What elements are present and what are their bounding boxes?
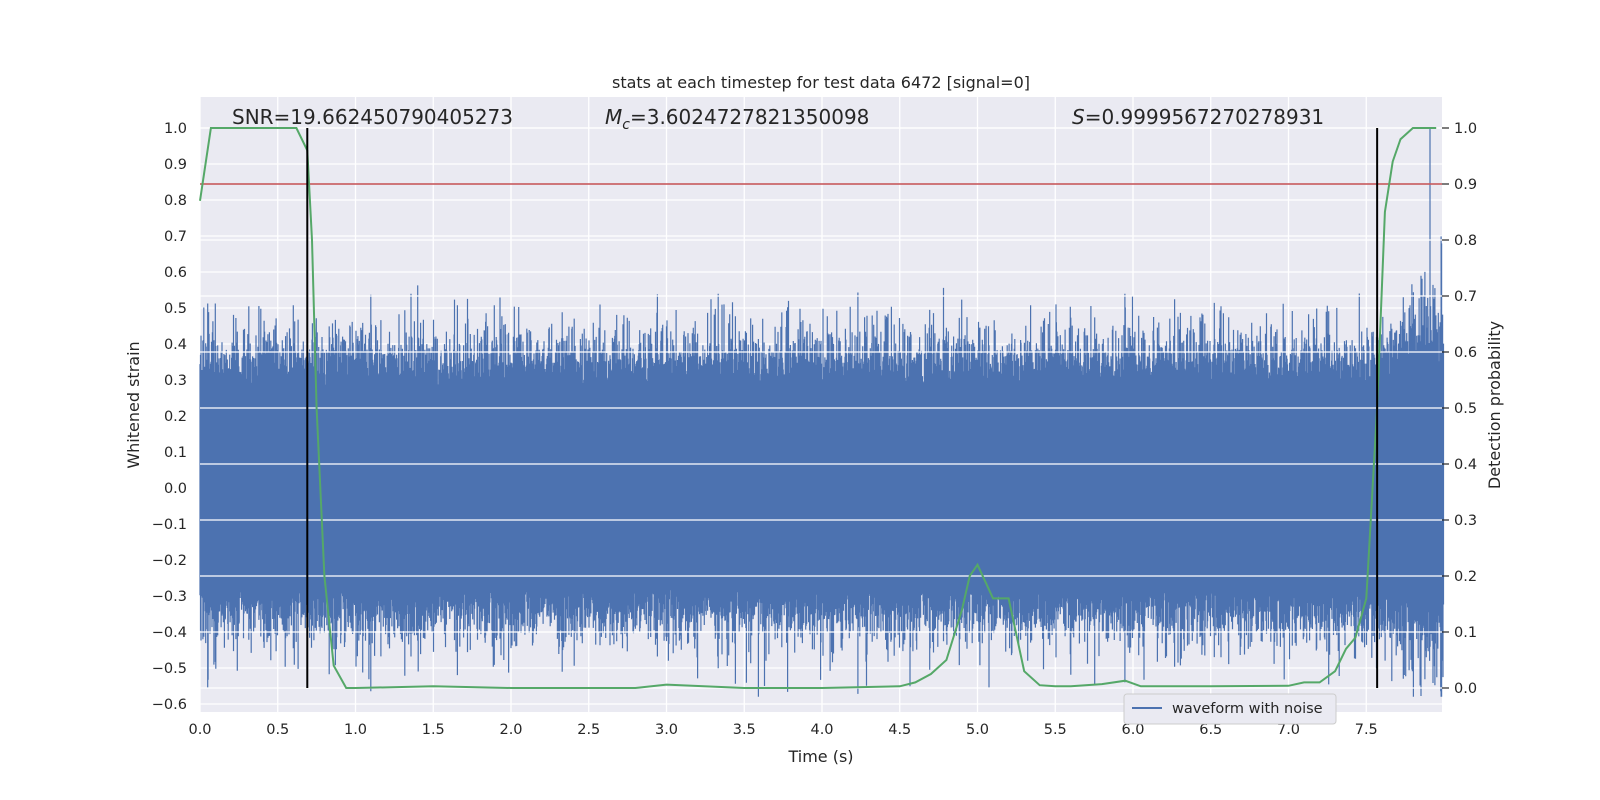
x-tick-label: 5.5 — [1044, 722, 1067, 738]
detection-probability-line — [199, 127, 1437, 689]
waveform-series — [199, 128, 1445, 697]
legend-label: waveform with noise — [1172, 701, 1323, 717]
y-tick-labels: 1.0 0.9 0.8 0.7 0.6 0.5 0.4 0.3 0.2 0.1 0.0 −0.1 −0.… — [152, 121, 187, 713]
y2-tick-label: 1.0 — [1454, 121, 1477, 137]
signal-probability-symbol: S — [1072, 105, 1085, 129]
y-tick-label: 0.1 — [164, 445, 187, 461]
x-tick-label: 6.0 — [1121, 722, 1144, 738]
y-tick-label: −0.1 — [152, 517, 187, 533]
y2-tick-label: 0.1 — [1454, 625, 1477, 641]
y2-tick-label: 0.7 — [1454, 289, 1477, 305]
y-tick-label: 0.7 — [164, 229, 187, 245]
y-tick-label: −0.5 — [152, 661, 187, 677]
y2-axis-label: Detection probability — [1485, 321, 1504, 489]
y2-tick-label: 0.3 — [1454, 513, 1477, 529]
y2-tick-labels: 1.0 0.9 0.8 0.7 0.6 0.5 0.4 0.3 0.2 0.1 0.0 — [1442, 121, 1477, 697]
y-tick-label: 0.5 — [164, 301, 187, 317]
chirp-mass-value: =3.6024727821350098 — [630, 105, 869, 129]
y-tick-label: 0.8 — [164, 193, 187, 209]
x-tick-label: 5.0 — [966, 722, 989, 738]
x-tick-label: 3.5 — [733, 722, 756, 738]
x-tick-label: 1.0 — [344, 722, 367, 738]
y2-tick-label: 0.6 — [1454, 345, 1477, 361]
legend-box — [1123, 693, 1337, 725]
y2-tick-label: 0.4 — [1454, 457, 1477, 473]
y2-tick-label: 0.8 — [1454, 233, 1477, 249]
x-tick-label: 0.0 — [188, 722, 211, 738]
chirp-mass-symbol: M — [605, 105, 622, 129]
x-tick-label: 4.0 — [810, 722, 833, 738]
x-tick-label: 1.5 — [422, 722, 445, 738]
x-tick-label: 4.5 — [888, 722, 911, 738]
signal-probability-value: =0.9999567270278931 — [1085, 105, 1324, 129]
x-tick-labels: 0.0 0.5 1.0 1.5 2.0 2.5 3.0 3.5 4.0 4.5 5.0 5.5 6.0 6… — [188, 722, 1377, 738]
y2-tick-label: 0.5 — [1454, 401, 1477, 417]
chirp-mass-annotation: Mc=3.6024727821350098 — [605, 105, 869, 133]
grid-lines-overlay — [200, 127, 1442, 689]
x-tick-label: 2.0 — [499, 722, 522, 738]
y-tick-label: 0.4 — [164, 337, 187, 353]
y-tick-label: 0.2 — [164, 409, 187, 425]
event-marker-lines — [306, 128, 1379, 688]
signal-probability-annotation: S=0.9999567270278931 — [1072, 105, 1324, 129]
y-tick-label: −0.6 — [152, 697, 187, 713]
y2-tick-label: 0.9 — [1454, 177, 1477, 193]
y-tick-label: −0.2 — [152, 553, 187, 569]
y-tick-label: −0.3 — [152, 589, 187, 605]
x-tick-label: 7.0 — [1277, 722, 1300, 738]
x-tick-label: 2.5 — [577, 722, 600, 738]
chirp-mass-subscript: c — [622, 117, 630, 133]
x-tick-label: 6.5 — [1199, 722, 1222, 738]
y-tick-label: 0.3 — [164, 373, 187, 389]
x-tick-label: 3.0 — [655, 722, 678, 738]
waveform-trace — [199, 128, 1445, 697]
y-tick-label: 0.9 — [164, 157, 187, 173]
y-tick-label: 1.0 — [164, 121, 187, 137]
legend: waveform with noise — [1123, 693, 1337, 725]
y-tick-label: 0.0 — [164, 481, 187, 497]
x-tick-label: 0.5 — [266, 722, 289, 738]
y-axis-label: Whitened strain — [124, 341, 143, 468]
y2-tick-label: 0.0 — [1454, 681, 1477, 697]
y2-tick-label: 0.2 — [1454, 569, 1477, 585]
snr-annotation: SNR=19.662450790405273 — [232, 105, 513, 129]
chart-title: stats at each timestep for test data 647… — [612, 73, 1030, 92]
x-tick-label: 7.5 — [1355, 722, 1378, 738]
x-axis-label: Time (s) — [787, 747, 853, 766]
y-tick-label: 0.6 — [164, 265, 187, 281]
y-tick-label: −0.4 — [152, 625, 187, 641]
